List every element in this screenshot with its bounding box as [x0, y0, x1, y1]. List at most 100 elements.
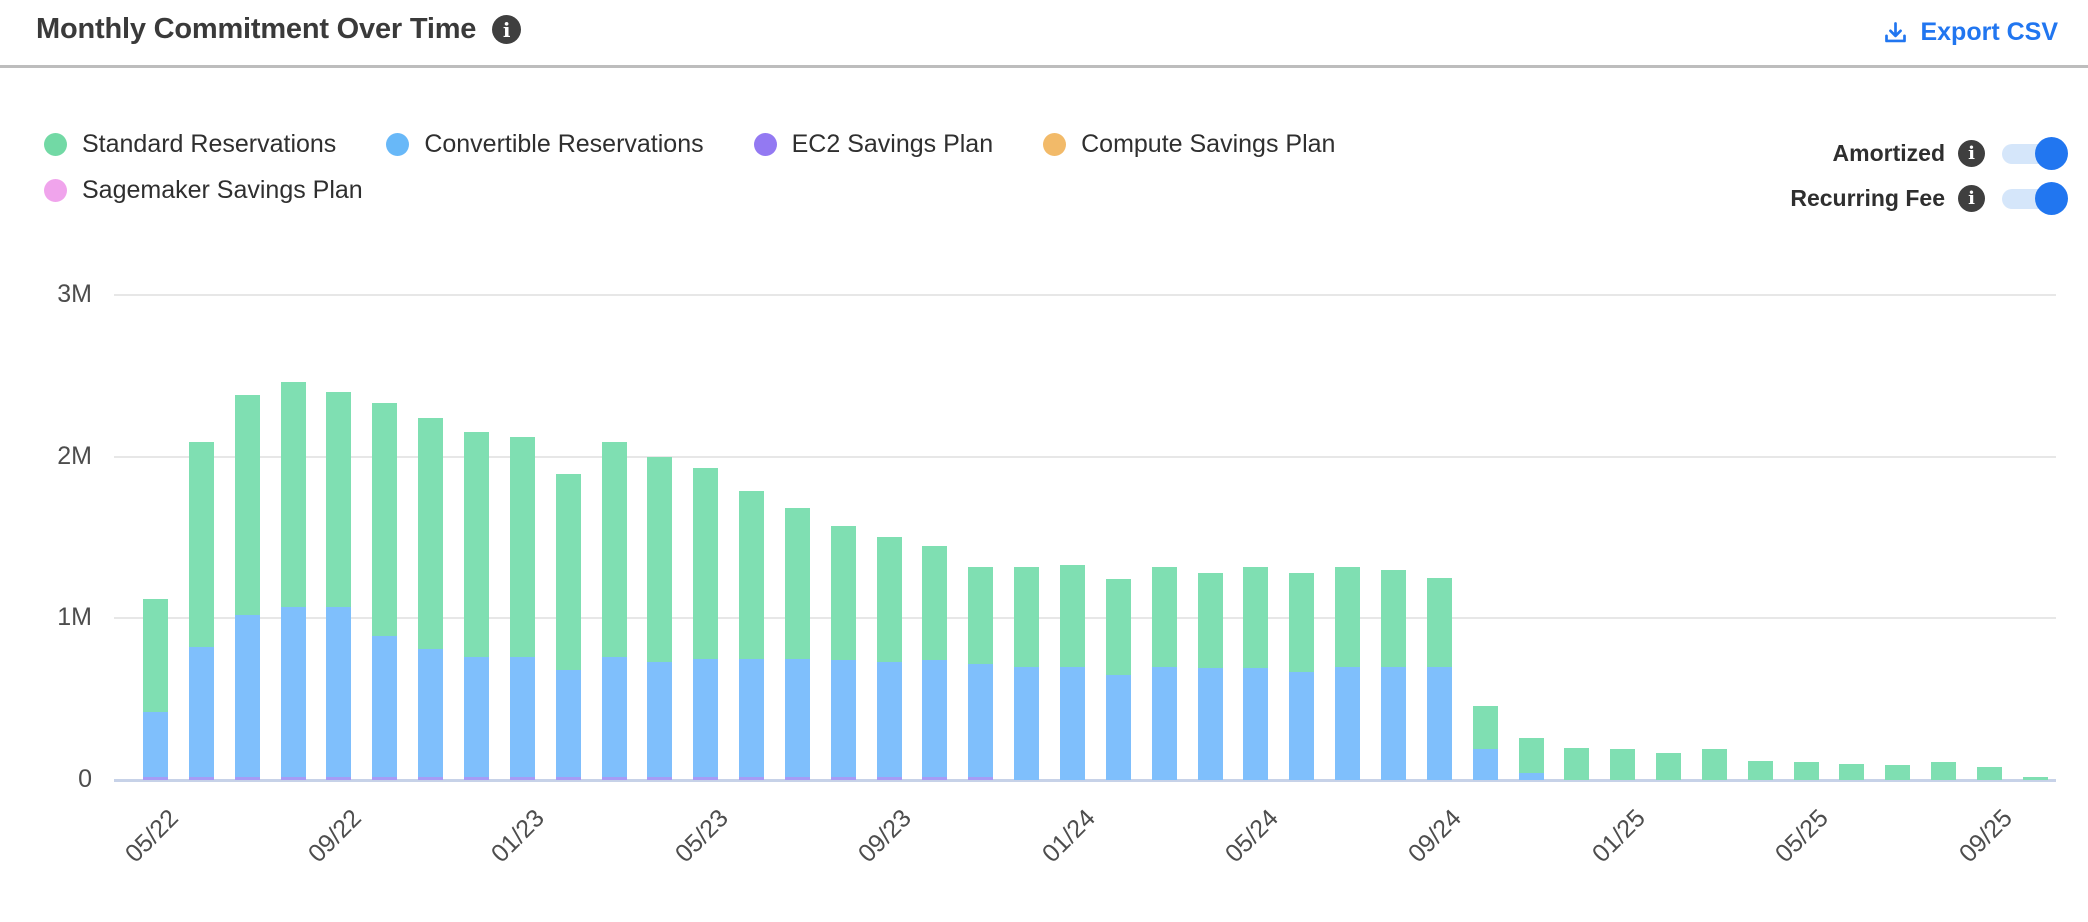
bar-segment-convertible-reservations [1151, 666, 1177, 780]
bar-07/24[interactable] [1335, 566, 1361, 780]
compute-savings-plan-dot-icon [1043, 132, 1067, 156]
bar-10/25[interactable] [2022, 776, 2048, 780]
bar-10/24[interactable] [1472, 705, 1498, 780]
bar-02/25[interactable] [1656, 753, 1682, 780]
bar-06/23[interactable] [739, 490, 765, 780]
bar-segment-standard-reservations [1839, 763, 1865, 780]
page-title: Monthly Commitment Over Time [36, 13, 477, 45]
bar-08/22[interactable] [280, 382, 306, 780]
bar-segment-standard-reservations [1289, 573, 1315, 672]
bar-09/25[interactable] [1977, 767, 2002, 780]
bar-07/22[interactable] [234, 395, 260, 780]
bar-09/22[interactable] [326, 391, 352, 780]
bar-06/24[interactable] [1289, 573, 1315, 780]
title-info-icon[interactable]: i [492, 15, 522, 44]
x-tick-label-09-24: 09/24 [1403, 804, 1468, 869]
bar-01/25[interactable] [1610, 749, 1636, 780]
x-tick-label-05-23: 05/23 [669, 804, 734, 869]
bar-segment-ec2-savings-plan [372, 776, 398, 780]
bar-segment-ec2-savings-plan [647, 776, 673, 780]
bar-segment-ec2-savings-plan [739, 776, 765, 780]
bar-segment-convertible-reservations [1014, 666, 1040, 780]
bar-10/23[interactable] [922, 545, 948, 780]
bar-01/24[interactable] [1060, 564, 1085, 780]
bar-segment-convertible-reservations [372, 636, 398, 777]
amortized-toggle-knob [2035, 136, 2068, 170]
bar-08/24[interactable] [1380, 569, 1406, 780]
bar-02/24[interactable] [1105, 579, 1131, 780]
amortized-toggle[interactable] [2002, 136, 2068, 170]
bar-segment-convertible-reservations [1243, 668, 1269, 780]
bar-03/24[interactable] [1151, 566, 1177, 780]
bar-segment-convertible-reservations [647, 661, 673, 777]
bar-05/24[interactable] [1243, 566, 1269, 780]
x-tick-label-09-25: 09/25 [1953, 804, 2018, 869]
chart-legend: Standard Reservations Convertible Reserv… [44, 129, 1464, 221]
bar-04/24[interactable] [1197, 573, 1223, 780]
gridline-2M [114, 455, 2056, 458]
bar-12/23[interactable] [1014, 566, 1040, 780]
bar-segment-ec2-savings-plan [555, 776, 581, 780]
bar-segment-standard-reservations [188, 442, 214, 648]
bar-segment-standard-reservations [601, 442, 627, 658]
bar-08/25[interactable] [1931, 762, 1957, 780]
bar-08/23[interactable] [830, 526, 856, 780]
bar-segment-ec2-savings-plan [463, 776, 489, 780]
bar-11/22[interactable] [418, 417, 444, 780]
bar-10/22[interactable] [372, 403, 398, 780]
amortized-info-icon[interactable]: i [1958, 140, 1985, 167]
bar-segment-ec2-savings-plan [188, 776, 214, 780]
bar-segment-convertible-reservations [1289, 671, 1315, 780]
chart-header: Monthly Commitment Over Time i [36, 13, 522, 46]
bar-05/23[interactable] [693, 467, 719, 780]
bar-segment-convertible-reservations [463, 657, 489, 777]
bar-05/22[interactable] [143, 598, 168, 780]
legend-item-sagemaker-savings-plan[interactable]: Sagemaker Savings Plan [44, 175, 363, 205]
bar-segment-ec2-savings-plan [922, 776, 948, 780]
legend-item-standard-reservations[interactable]: Standard Reservations [44, 129, 336, 159]
bar-segment-standard-reservations [968, 566, 994, 664]
bar-11/23[interactable] [968, 566, 994, 780]
recurring-fee-info-icon[interactable]: i [1958, 185, 1985, 212]
x-tick-label-01-25: 01/25 [1586, 804, 1651, 869]
recurring-fee-toggle-row: Recurring Fee i [1790, 181, 2068, 215]
bar-09/23[interactable] [876, 537, 902, 780]
bar-segment-standard-reservations [784, 508, 810, 659]
bar-12/22[interactable] [463, 432, 489, 780]
bar-segment-convertible-reservations [693, 658, 719, 777]
bar-segment-standard-reservations [143, 598, 168, 713]
bar-03/25[interactable] [1701, 749, 1727, 780]
bar-04/23[interactable] [647, 456, 673, 780]
x-tick-label-09-22: 09/22 [302, 804, 367, 869]
bar-segment-standard-reservations [1747, 760, 1773, 780]
bar-01/23[interactable] [509, 437, 535, 780]
bar-06/22[interactable] [188, 442, 214, 780]
bar-12/24[interactable] [1564, 747, 1590, 780]
bar-segment-convertible-reservations [830, 660, 856, 777]
legend-item-ec2-savings-plan[interactable]: EC2 Savings Plan [753, 129, 993, 159]
bar-segment-ec2-savings-plan [143, 776, 168, 780]
recurring-fee-toggle[interactable] [2002, 181, 2068, 215]
bar-segment-standard-reservations [1197, 573, 1223, 669]
bar-segment-convertible-reservations [1472, 749, 1498, 780]
bar-segment-standard-reservations [1564, 747, 1590, 780]
bar-segment-convertible-reservations [601, 657, 627, 777]
bar-07/25[interactable] [1885, 764, 1911, 780]
export-csv-button[interactable]: Export CSV [1882, 18, 2058, 47]
bar-segment-ec2-savings-plan [693, 776, 719, 780]
bar-04/25[interactable] [1747, 760, 1773, 780]
bar-segment-standard-reservations [1885, 764, 1911, 780]
bar-11/24[interactable] [1518, 737, 1544, 780]
bar-segment-standard-reservations [1977, 767, 2002, 780]
bar-03/23[interactable] [601, 442, 627, 780]
bar-09/24[interactable] [1426, 577, 1452, 780]
bar-05/25[interactable] [1793, 762, 1819, 780]
bar-segment-ec2-savings-plan [234, 776, 260, 780]
bar-06/25[interactable] [1839, 763, 1865, 780]
bar-07/23[interactable] [784, 508, 810, 780]
legend-item-convertible-reservations[interactable]: Convertible Reservations [386, 129, 704, 159]
legend-item-compute-savings-plan[interactable]: Compute Savings Plan [1043, 129, 1335, 159]
bar-segment-standard-reservations [418, 417, 444, 649]
y-tick-label-2M: 2M [57, 441, 92, 470]
bar-02/23[interactable] [555, 474, 581, 780]
